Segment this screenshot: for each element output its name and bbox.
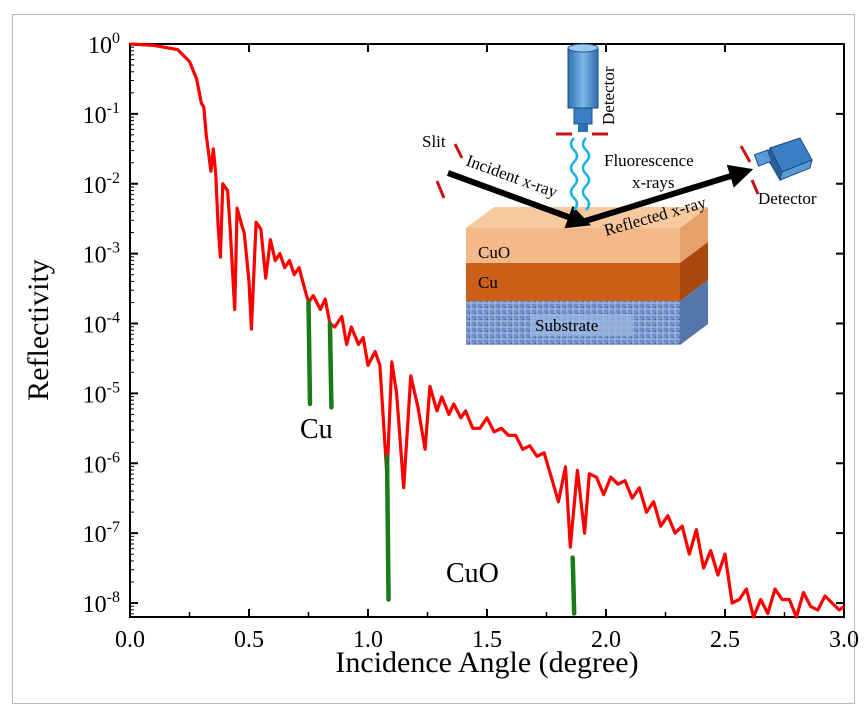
- element-marker-cuo: [384, 454, 391, 602]
- y-tick-label: 100: [88, 30, 120, 59]
- y-tick-label: 10-8: [83, 589, 120, 618]
- y-tick-label: 10-5: [83, 379, 120, 408]
- element-marker-cu: [306, 300, 313, 407]
- sample-stack: CuO Cu Substrate: [466, 207, 708, 345]
- top-detector-label: Detector: [599, 66, 618, 125]
- substrate-label: Substrate: [535, 316, 598, 335]
- y-axis-title: Reflectivity: [22, 259, 55, 401]
- x-tick-label: 3.0: [829, 627, 859, 653]
- slit-marker-upper: [453, 143, 464, 159]
- y-tick-label: 10-2: [83, 170, 120, 199]
- y-tick-label: 10-4: [83, 310, 120, 339]
- top-detector-icon: [567, 43, 599, 132]
- x-tick-label: 0.5: [234, 627, 264, 653]
- cuo-label: CuO: [446, 558, 499, 589]
- reflectivity-series-line: [129, 42, 845, 619]
- element-marker-cu: [327, 321, 334, 410]
- chart-frame: [12, 14, 855, 704]
- fluorescence-wave-2: [581, 137, 591, 211]
- fluorescence-label: Fluorescence: [604, 151, 694, 170]
- x-axis-title: Incidence Angle (degree): [335, 646, 638, 679]
- x-tick-label: 0.0: [115, 627, 145, 653]
- x-tick-label: 2.5: [710, 627, 740, 653]
- y-tick-label: 10-1: [83, 100, 120, 129]
- element-marker-cuo: [570, 555, 577, 616]
- y-tick-label: 10-6: [83, 449, 120, 478]
- right-detector-label: Detector: [758, 189, 817, 208]
- y-tick-label: 10-7: [83, 519, 120, 548]
- x-tick-label: 1.0: [353, 627, 383, 653]
- cu-label: Cu: [300, 414, 333, 445]
- x-tick-label: 1.5: [472, 627, 502, 653]
- element-markers: [306, 300, 577, 616]
- xrays-label: x-rays: [632, 173, 674, 192]
- slit-label: Slit: [422, 132, 446, 151]
- layer-cuo-label: CuO: [478, 243, 510, 262]
- fluorescence-wave-1: [569, 137, 579, 211]
- right-detector-icon: [753, 137, 813, 182]
- reflected-beam: [581, 164, 754, 225]
- right-detector-slit-2: [750, 179, 760, 195]
- right-detector-slit: [739, 145, 752, 163]
- slit-marker-lower: [435, 180, 446, 199]
- y-tick-label: 10-3: [83, 240, 120, 269]
- x-tick-label: 2.0: [591, 627, 621, 653]
- series-group: [129, 42, 845, 619]
- axes: 0.0 0.5 1.0 1.5 2.0 2.5 3.0 100 10-1 10-2 10-3 10-4…: [83, 30, 859, 653]
- layer-cu-label: Cu: [478, 273, 498, 292]
- inset-schematic: CuO Cu Substrate Slit Incident x-ray Ref…: [422, 43, 817, 345]
- incident-beam: [446, 170, 592, 229]
